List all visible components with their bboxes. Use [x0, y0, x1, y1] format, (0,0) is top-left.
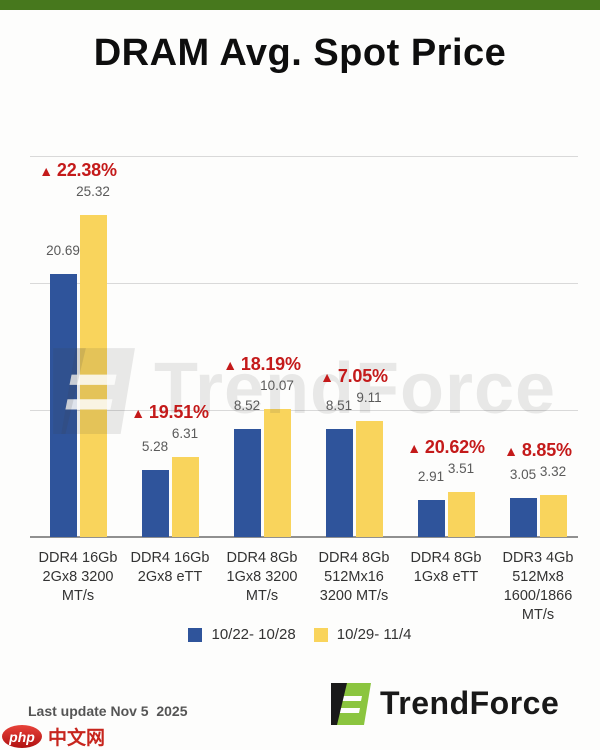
top-accent-bar — [0, 0, 600, 10]
bar-series1-cat3 — [233, 428, 261, 537]
change-annotation-text: 19.51% — [148, 401, 209, 422]
x-axis-line — [30, 536, 578, 538]
change-annotation: ▲ 8.85% — [453, 440, 600, 461]
value-label: 6.31 — [171, 425, 199, 441]
value-label: 25.32 — [76, 184, 110, 200]
site-name: 中文网 — [48, 728, 106, 749]
legend-label: 10/22- 10/28 — [211, 626, 296, 643]
value-label: 10.07 — [260, 378, 294, 394]
category-label: DDR4 16Gb 2Gx8 eTT — [130, 550, 210, 585]
change-annotation-text: 8.85% — [521, 439, 572, 460]
value-label: 20.69 — [46, 243, 80, 259]
change-annotation: ▲ 7.05% — [269, 366, 439, 387]
legend-swatch-series2 — [313, 627, 328, 642]
gridline — [30, 156, 578, 157]
value-label: 2.91 — [417, 469, 445, 485]
up-triangle-icon: ▲ — [223, 357, 237, 374]
up-triangle-icon: ▲ — [407, 440, 421, 457]
page-title: DRAM Avg. Spot Price — [93, 32, 507, 74]
bar-series2-cat4 — [355, 421, 383, 537]
bar-series1-cat2 — [141, 469, 169, 537]
category-label: DDR4 8Gb 512Mx16 3200 MT/s — [318, 550, 390, 604]
trendforce-logo-icon — [331, 683, 371, 725]
change-annotation-text: 7.05% — [337, 366, 388, 387]
bar-series2-cat5 — [447, 492, 475, 537]
value-label: 5.28 — [141, 438, 169, 454]
bar-series1-cat4 — [325, 428, 353, 537]
bar-series1-cat5 — [417, 500, 445, 537]
change-annotation: ▲ 22.38% — [0, 160, 163, 181]
category-label: DDR3 4Gb 512Mx8 1600/1866 MT/s — [502, 550, 574, 623]
change-annotation: ▲ 19.51% — [85, 402, 255, 423]
change-annotation-text: 22.38% — [56, 160, 117, 181]
gridline — [30, 283, 578, 284]
up-triangle-icon: ▲ — [131, 404, 145, 421]
up-triangle-icon: ▲ — [39, 163, 53, 180]
bar-series2-cat2 — [171, 456, 199, 537]
legend-item: 10/29- 11/4 — [313, 626, 412, 643]
bar-series2-cat6 — [539, 494, 567, 537]
last-update-text: Last update Nov 5 2025 — [28, 703, 188, 719]
value-label: 3.51 — [447, 461, 475, 477]
change-annotation-text: 18.19% — [240, 354, 301, 375]
category-label: DDR4 8Gb 1Gx8 3200 MT/s — [226, 550, 298, 604]
up-triangle-icon: ▲ — [320, 369, 334, 386]
bar-series2-cat3 — [263, 409, 291, 537]
change-annotation-text: 20.62% — [424, 437, 485, 458]
category-label: DDR4 8Gb 1Gx8 eTT — [410, 550, 482, 585]
value-label: 3.05 — [509, 467, 537, 483]
legend-item: 10/22- 10/28 — [188, 626, 296, 643]
brand-name: TrendForce — [380, 685, 560, 721]
up-triangle-icon: ▲ — [504, 442, 518, 459]
value-label: 3.32 — [539, 463, 567, 479]
legend-label: 10/29- 11/4 — [336, 626, 412, 643]
bar-series1-cat6 — [509, 498, 537, 537]
site-watermark: php 中文网 — [2, 723, 105, 750]
change-annotation: ▲ 18.19% — [177, 354, 347, 375]
value-label: 9.11 — [356, 390, 382, 406]
php-logo-icon: php — [2, 725, 42, 748]
value-label: 8.51 — [325, 397, 353, 413]
category-label: DDR4 16Gb 2Gx8 3200 MT/s — [38, 550, 118, 604]
legend-swatch-series1 — [188, 627, 203, 642]
bar-series2-cat1 — [79, 215, 107, 537]
chart-legend: 10/22- 10/28 10/29- 11/4 — [0, 626, 600, 643]
value-label: 8.52 — [233, 397, 261, 413]
trendforce-brand: TrendForce — [329, 680, 559, 726]
change-annotation: ▲ 20.62% — [361, 437, 531, 458]
bar-series1-cat1 — [49, 274, 77, 537]
gridline — [30, 410, 578, 411]
